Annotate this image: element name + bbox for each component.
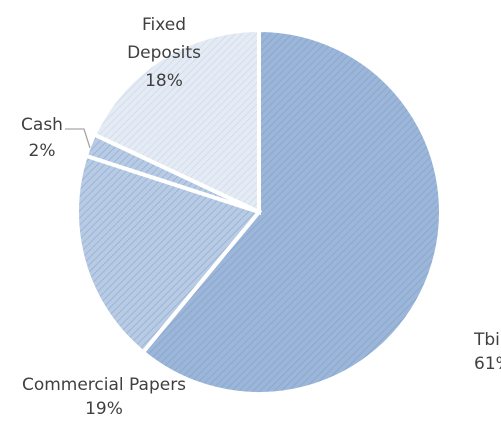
leader-lines bbox=[65, 128, 91, 149]
pie-slice-commercial-papers bbox=[75, 153, 263, 356]
data-label-fixed-deposits: 18% bbox=[145, 71, 183, 91]
data-label-tbills: 61% bbox=[474, 354, 501, 374]
category-label-cash: Cash bbox=[21, 115, 63, 135]
slice-labels: Tbills 61% Commercial Papers 19% Cash 2% Fixed… bbox=[21, 15, 501, 419]
category-label-tbills: Tbills bbox=[473, 330, 501, 350]
data-label-cash: 2% bbox=[29, 141, 56, 161]
category-label-fixed-deposits: Deposits bbox=[127, 43, 201, 63]
category-label-fixed-deposits: Fixed bbox=[142, 15, 186, 35]
pie-slice-tbills bbox=[140, 27, 443, 396]
category-label-commercial-papers: Commercial Papers bbox=[22, 375, 186, 395]
data-label-commercial-papers: 19% bbox=[85, 399, 123, 419]
leader-line-cash bbox=[65, 128, 91, 149]
pie-slices bbox=[75, 27, 443, 396]
pie-slice-fixed-deposits bbox=[91, 27, 261, 216]
